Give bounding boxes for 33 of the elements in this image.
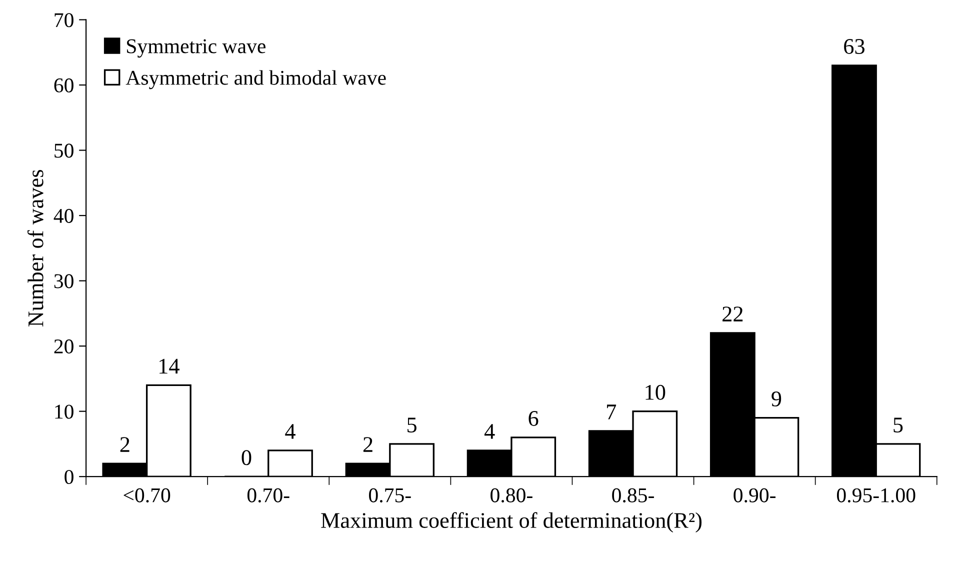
data-label: 4 — [285, 424, 296, 439]
data-label: 2 — [120, 437, 130, 452]
data-label: 9 — [772, 391, 782, 406]
x-tick-label: 0.75- — [369, 488, 411, 502]
data-label: 14 — [160, 358, 180, 374]
data-label: 2 — [363, 437, 372, 452]
y-tick-label: 50 — [54, 144, 74, 158]
y-tick-label: 10 — [55, 404, 74, 419]
data-label: 22 — [722, 306, 743, 322]
y-axis-title: Number of waves — [27, 170, 44, 327]
data-label: 10 — [646, 384, 666, 400]
legend-label: Symmetric wave — [127, 39, 266, 58]
x-tick-label: 0.85- — [612, 488, 654, 502]
x-tick-label: 0.80- — [490, 488, 532, 502]
x-tick-label: <0.70 — [124, 488, 170, 502]
data-label: 5 — [408, 418, 416, 432]
y-tick-label: 0 — [64, 470, 74, 484]
data-label: 4 — [484, 424, 495, 439]
data-label: 6 — [528, 411, 538, 426]
x-axis-title: Maximum coefficient of determination(R²) — [321, 512, 702, 533]
x-tick-label: 0.70- — [247, 488, 290, 502]
y-tick-label: 70 — [54, 13, 74, 28]
data-label: 63 — [844, 39, 864, 54]
legend-label: Asymmetric and bimodal wave — [126, 70, 386, 90]
data-label: 7 — [607, 404, 616, 420]
y-tick-label: 30 — [54, 274, 74, 288]
y-tick-label: 40 — [54, 208, 74, 223]
y-tick-label: 20 — [54, 339, 74, 354]
data-label: 5 — [894, 418, 903, 432]
x-tick-label: 0.95-1.00 — [836, 488, 916, 502]
x-tick-label: 0.90- — [734, 488, 776, 502]
y-tick-label: 60 — [54, 78, 74, 92]
data-label: 0 — [242, 450, 252, 466]
